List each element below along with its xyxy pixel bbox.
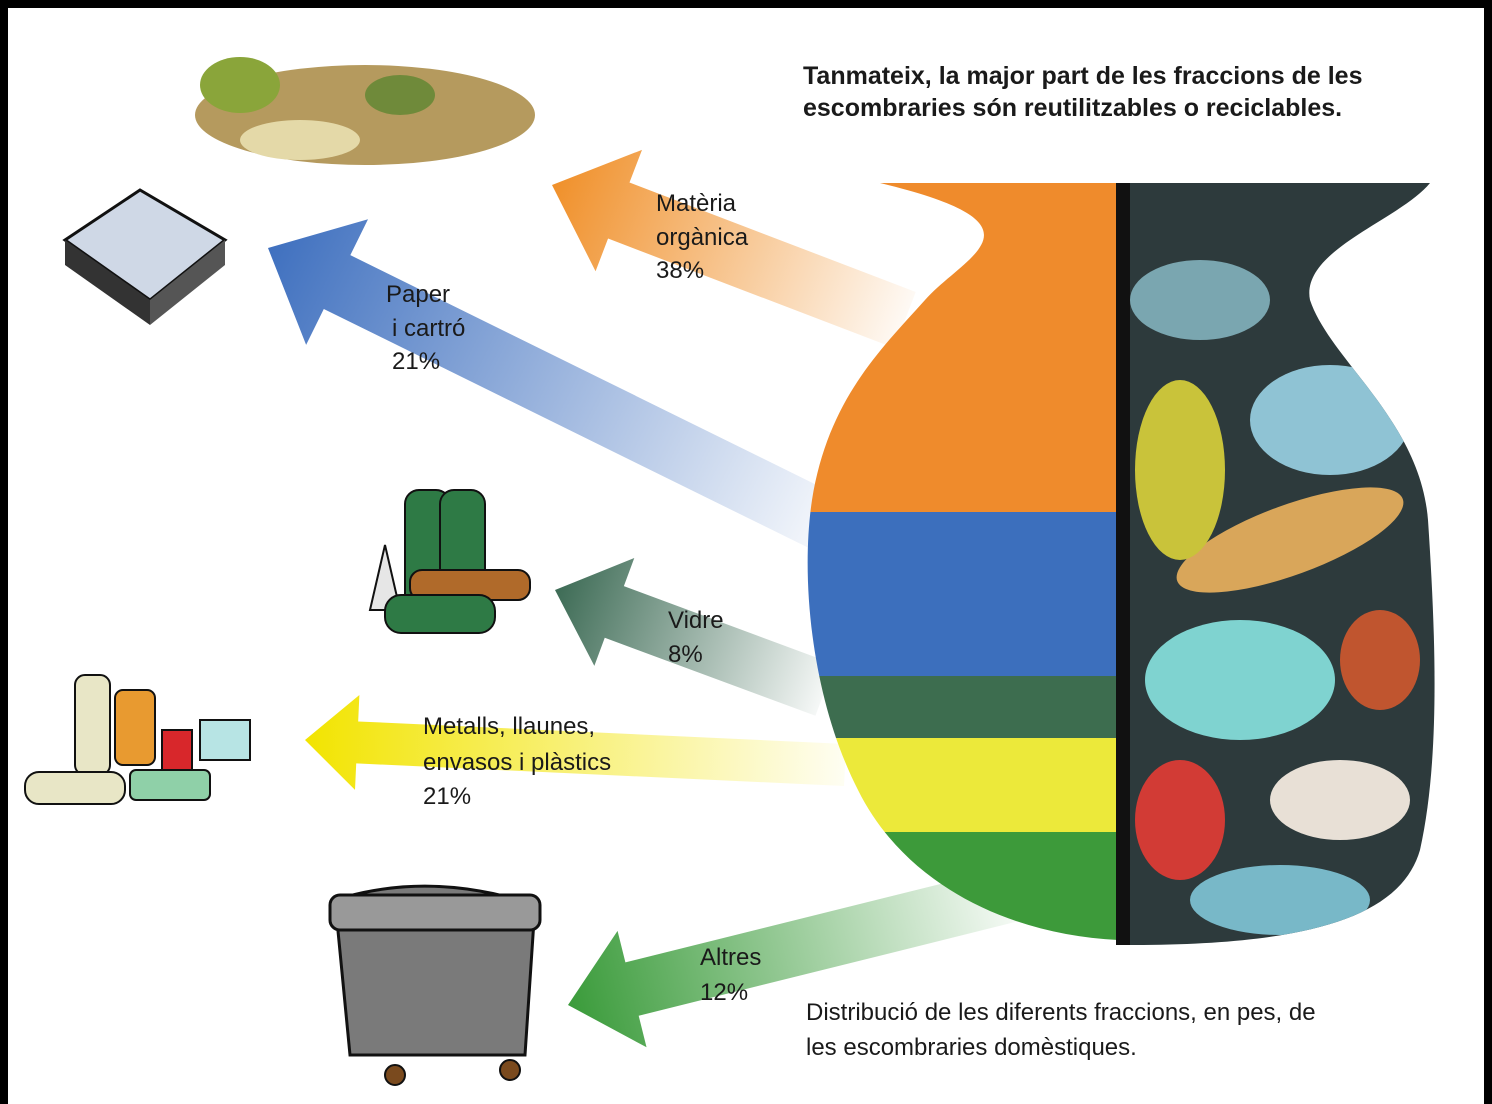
infographic: Tanmateix, la major part de les fraccion…: [0, 0, 1492, 1104]
fraction-percent: 21%: [423, 783, 471, 810]
photo-blob: [1340, 610, 1420, 710]
title-line: Tanmateix, la major part de les fraccion…: [803, 62, 1363, 90]
container-icon: [330, 886, 540, 1085]
fraction-label: Paper: [386, 281, 450, 308]
fraction-percent: 38%: [656, 257, 704, 284]
fraction-label: Metalls, llaunes,: [423, 713, 595, 740]
photo-blob: [1270, 760, 1410, 840]
title-line: escombraries són reutilitzables o recicl…: [803, 94, 1342, 122]
fraction-label: Vidre: [668, 607, 724, 634]
photo-blob: [1135, 760, 1225, 880]
fraction-percent: 12%: [700, 979, 748, 1006]
fraction-label: orgànica: [656, 224, 749, 251]
photo-blob: [1130, 260, 1270, 340]
band-paper: [780, 512, 1120, 676]
fraction-label: envasos i plàstics: [423, 749, 611, 776]
bag-divider: [1116, 183, 1130, 945]
photo-blob: [1135, 380, 1225, 560]
fraction-label: Matèria: [656, 190, 737, 217]
photo-blob: [1145, 620, 1335, 740]
caption-line: les escombraries domèstiques.: [806, 1034, 1137, 1061]
fraction-percent: 8%: [668, 641, 703, 668]
page: Tanmateix, la major part de les fraccion…: [0, 0, 1492, 1104]
caption-line: Distribució de les diferents fraccions, …: [806, 999, 1316, 1026]
fraction-label: Altres: [700, 944, 761, 971]
fraction-percent: 21%: [392, 348, 440, 375]
fraction-label: i cartró: [392, 315, 465, 342]
